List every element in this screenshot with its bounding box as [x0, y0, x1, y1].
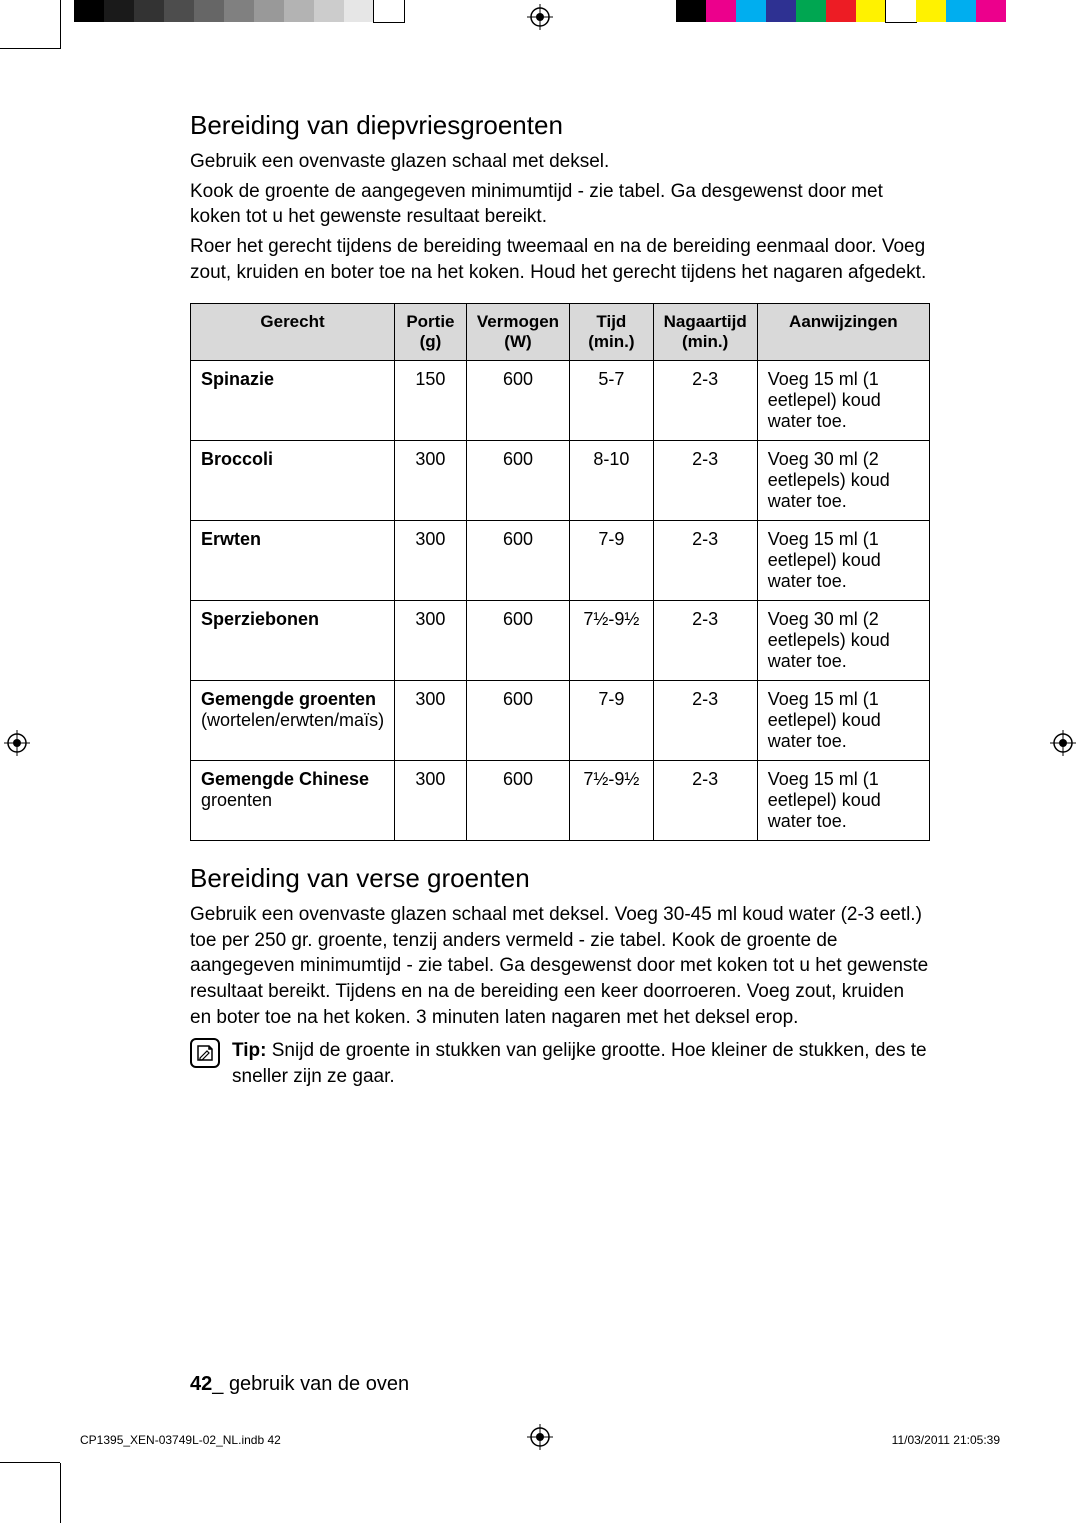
table-header: Nagaartijd(min.) — [653, 304, 757, 361]
table-header: Gerecht — [191, 304, 395, 361]
tip-label: Tip: — [232, 1040, 266, 1061]
table-row: Broccoli3006008-102-3Voeg 30 ml (2 eetle… — [191, 441, 930, 521]
cell-aanwijzingen: Voeg 15 ml (1 eetlepel) koud water toe. — [757, 361, 929, 441]
swatch — [856, 0, 886, 22]
note-icon — [190, 1038, 220, 1068]
section1-p1: Gebruik een ovenvaste glazen schaal met … — [190, 149, 930, 175]
slug-file: CP1395_XEN-03749L-02_NL.indb 42 — [80, 1433, 281, 1447]
table-row: Erwten3006007-92-3Voeg 15 ml (1 eetlepel… — [191, 521, 930, 601]
cell-gerecht: Erwten — [191, 521, 395, 601]
swatch — [134, 0, 164, 22]
cell-vermogen: 600 — [466, 441, 569, 521]
footer-sep: _ — [212, 1373, 229, 1395]
swatch — [976, 0, 1006, 22]
printer-marks-top — [0, 0, 1080, 30]
cell-tijd: 8-10 — [570, 441, 653, 521]
cell-gerecht: Spinazie — [191, 361, 395, 441]
swatch — [374, 0, 404, 22]
swatch — [344, 0, 374, 22]
cell-tijd: 7-9 — [570, 521, 653, 601]
swatch — [916, 0, 946, 22]
swatch — [224, 0, 254, 22]
swatch — [314, 0, 344, 22]
grayscale-swatches — [74, 0, 404, 22]
swatch — [74, 0, 104, 22]
section2-title: Bereiding van verse groenten — [190, 863, 930, 894]
cell-nagaar: 2-3 — [653, 441, 757, 521]
cell-portie: 300 — [395, 681, 467, 761]
cell-tijd: 5-7 — [570, 361, 653, 441]
cell-portie: 300 — [395, 441, 467, 521]
swatch — [254, 0, 284, 22]
cell-gerecht: Broccoli — [191, 441, 395, 521]
color-swatches — [676, 0, 1006, 22]
table-row: Sperziebonen3006007½-9½2-3Voeg 30 ml (2 … — [191, 601, 930, 681]
tip-body: Snijd de groente in stukken van gelijke … — [232, 1040, 927, 1087]
swatch — [796, 0, 826, 22]
cell-vermogen: 600 — [466, 761, 569, 841]
table-row: Spinazie1506005-72-3Voeg 15 ml (1 eetlep… — [191, 361, 930, 441]
crop-mark-tl — [0, 48, 60, 49]
cell-tijd: 7-9 — [570, 681, 653, 761]
swatch — [826, 0, 856, 22]
cell-portie: 300 — [395, 761, 467, 841]
swatch — [104, 0, 134, 22]
cell-vermogen: 600 — [466, 601, 569, 681]
cell-nagaar: 2-3 — [653, 601, 757, 681]
page-footer: 42_ gebruik van de oven — [190, 1373, 930, 1396]
swatch — [676, 0, 706, 22]
cell-nagaar: 2-3 — [653, 681, 757, 761]
cell-aanwijzingen: Voeg 30 ml (2 eetlepels) koud water toe. — [757, 441, 929, 521]
cell-vermogen: 600 — [466, 681, 569, 761]
cell-nagaar: 2-3 — [653, 521, 757, 601]
frozen-veg-table: GerechtPortie(g)Vermogen(W)Tijd(min.)Nag… — [190, 303, 930, 841]
cell-vermogen: 600 — [466, 521, 569, 601]
page-number: 42 — [190, 1373, 212, 1395]
cell-nagaar: 2-3 — [653, 361, 757, 441]
swatch — [164, 0, 194, 22]
cell-aanwijzingen: Voeg 15 ml (1 eetlepel) koud water toe. — [757, 761, 929, 841]
table-header: Vermogen(W) — [466, 304, 569, 361]
section2-p1: Gebruik een ovenvaste glazen schaal met … — [190, 902, 930, 1030]
table-header: Aanwijzingen — [757, 304, 929, 361]
swatch — [284, 0, 314, 22]
swatch — [194, 0, 224, 22]
slug-date: 11/03/2011 21:05:39 — [892, 1433, 1000, 1447]
crop-mark-bl — [0, 1462, 60, 1463]
registration-mark-top — [527, 4, 553, 30]
registration-mark-left — [4, 730, 30, 761]
slug-line: CP1395_XEN-03749L-02_NL.indb 42 11/03/20… — [80, 1433, 1000, 1447]
cell-aanwijzingen: Voeg 15 ml (1 eetlepel) koud water toe. — [757, 521, 929, 601]
cell-portie: 300 — [395, 601, 467, 681]
swatch — [946, 0, 976, 22]
swatch — [766, 0, 796, 22]
section1-p3: Roer het gerecht tijdens de bereiding tw… — [190, 234, 930, 285]
cell-gerecht: Gemengde groenten (wortelen/erwten/maïs) — [191, 681, 395, 761]
registration-mark-right — [1050, 730, 1076, 761]
table-header: Tijd(min.) — [570, 304, 653, 361]
swatch — [706, 0, 736, 22]
cell-aanwijzingen: Voeg 30 ml (2 eetlepels) koud water toe. — [757, 601, 929, 681]
cell-nagaar: 2-3 — [653, 761, 757, 841]
cell-vermogen: 600 — [466, 361, 569, 441]
swatch — [886, 0, 916, 22]
section1-title: Bereiding van diepvriesgroenten — [190, 110, 930, 141]
table-row: Gemengde groenten (wortelen/erwten/maïs)… — [191, 681, 930, 761]
tip-text: Tip: Snijd de groente in stukken van gel… — [232, 1038, 930, 1089]
cell-aanwijzingen: Voeg 15 ml (1 eetlepel) koud water toe. — [757, 681, 929, 761]
table-header: Portie(g) — [395, 304, 467, 361]
cell-portie: 150 — [395, 361, 467, 441]
tip-block: Tip: Snijd de groente in stukken van gel… — [190, 1038, 930, 1089]
cell-tijd: 7½-9½ — [570, 761, 653, 841]
cell-gerecht: Gemengde Chinese groenten — [191, 761, 395, 841]
cell-portie: 300 — [395, 521, 467, 601]
table-row: Gemengde Chinese groenten3006007½-9½2-3V… — [191, 761, 930, 841]
swatch — [736, 0, 766, 22]
cell-gerecht: Sperziebonen — [191, 601, 395, 681]
footer-section: gebruik van de oven — [229, 1373, 409, 1395]
page-content: Bereiding van diepvriesgroenten Gebruik … — [190, 110, 930, 1090]
cell-tijd: 7½-9½ — [570, 601, 653, 681]
section1-p2: Kook de groente de aangegeven minimumtij… — [190, 179, 930, 230]
